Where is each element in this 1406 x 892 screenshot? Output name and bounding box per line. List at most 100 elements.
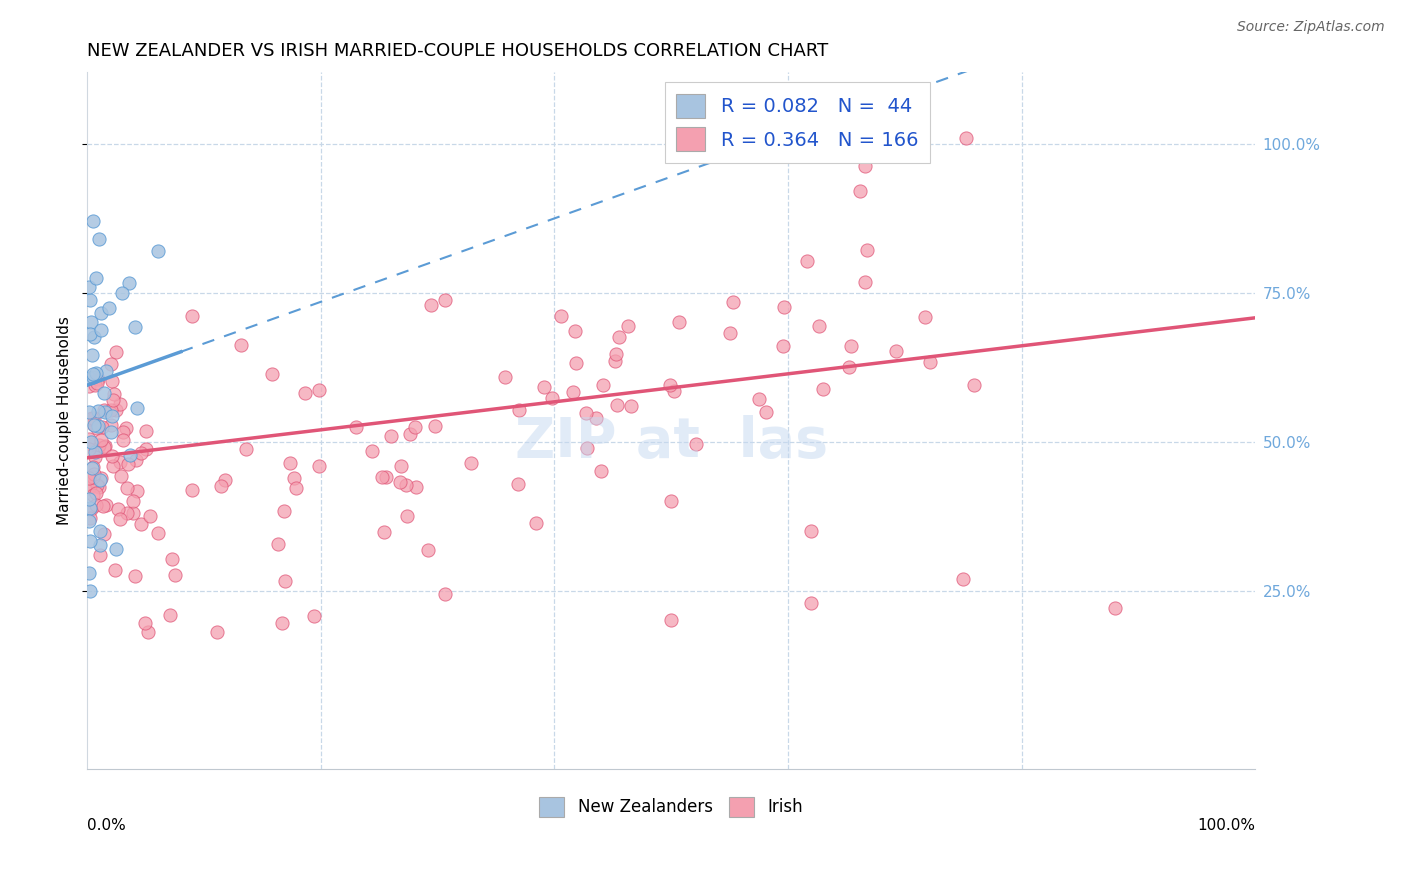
Point (90, 323, 112, 337)
Point (963, 377, 986, 392)
Point (94, 439, 117, 453)
Point (685, 436, 707, 450)
Point (96, 498, 118, 512)
Point (122, 506, 145, 520)
Point (205, 625, 228, 640)
Point (540, 391, 562, 405)
Point (82, 459, 104, 474)
Point (434, 293, 457, 308)
Point (77, 442, 100, 457)
Point (86, 372, 108, 386)
Point (101, 449, 124, 463)
Point (86, 442, 108, 456)
Point (79, 534, 101, 549)
Point (755, 405, 778, 419)
Point (209, 479, 232, 493)
Point (100, 358, 122, 372)
Point (856, 244, 879, 258)
Point (111, 285, 134, 300)
Point (82, 417, 104, 432)
Point (308, 458, 330, 473)
Point (93, 499, 115, 513)
Point (235, 442, 257, 456)
Legend: New Zealanders, Irish: New Zealanders, Irish (533, 790, 810, 823)
Point (180, 483, 202, 497)
Point (591, 464, 613, 478)
Point (659, 614, 682, 628)
Text: NEW ZEALANDER VS IRISH MARRIED-COUPLE HOUSEHOLDS CORRELATION CHART: NEW ZEALANDER VS IRISH MARRIED-COUPLE HO… (87, 42, 828, 60)
Text: 0.0%: 0.0% (87, 818, 127, 833)
Point (104, 541, 127, 556)
Point (668, 315, 690, 329)
Point (87, 419, 110, 434)
Point (772, 300, 794, 314)
Point (87, 438, 110, 452)
Point (524, 516, 547, 530)
Point (181, 310, 204, 324)
Point (575, 406, 598, 420)
Point (506, 477, 529, 491)
Point (117, 458, 139, 472)
Point (98, 301, 121, 316)
Point (404, 420, 426, 434)
Point (373, 524, 395, 539)
Text: Source: ZipAtlas.com: Source: ZipAtlas.com (1237, 20, 1385, 34)
Point (772, 338, 794, 352)
Point (104, 402, 127, 417)
Point (82, 410, 104, 425)
Point (395, 478, 418, 492)
Point (124, 568, 146, 582)
Point (82, 370, 104, 384)
Point (389, 459, 412, 474)
Point (146, 244, 169, 259)
Point (425, 419, 447, 434)
Point (79, 511, 101, 525)
Point (104, 563, 127, 577)
Point (274, 574, 297, 588)
Point (371, 470, 394, 484)
Point (80, 315, 103, 329)
Point (807, 319, 830, 334)
Point (748, 392, 770, 407)
Point (79, 411, 101, 425)
Point (550, 309, 572, 323)
Point (125, 452, 148, 467)
Point (718, 326, 741, 340)
Point (278, 456, 301, 470)
Point (308, 384, 330, 398)
Point (375, 470, 398, 484)
Point (82, 470, 104, 484)
Point (111, 425, 134, 440)
Point (508, 402, 530, 417)
Point (84, 270, 107, 285)
Point (266, 537, 288, 551)
Point (125, 401, 148, 416)
Point (662, 384, 685, 398)
Point (285, 481, 308, 495)
Point (77, 481, 100, 495)
Point (592, 378, 614, 392)
Point (494, 370, 516, 384)
Point (380, 429, 402, 443)
Point (388, 475, 411, 489)
Point (89, 548, 111, 562)
Point (800, 595, 823, 609)
Point (77, 471, 100, 485)
Point (77, 379, 100, 393)
Point (575, 442, 598, 456)
Point (82, 460, 104, 475)
Point (93, 441, 115, 455)
Point (134, 615, 156, 630)
Point (86, 421, 108, 435)
Point (564, 356, 586, 370)
Point (83, 417, 105, 432)
Point (659, 377, 682, 392)
Point (659, 494, 682, 508)
Point (79, 434, 101, 449)
Point (77, 433, 100, 447)
Point (606, 398, 628, 412)
Point (434, 587, 457, 601)
Point (163, 568, 186, 582)
Point (214, 473, 236, 487)
Point (460, 456, 482, 470)
